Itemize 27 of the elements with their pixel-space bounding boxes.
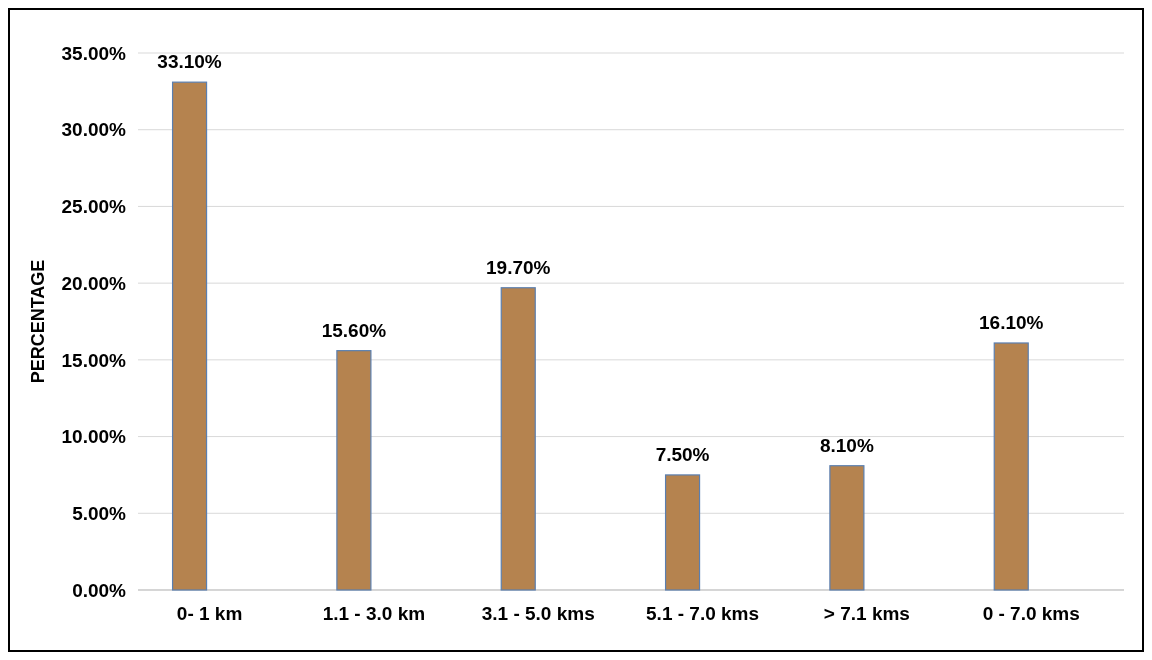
bar (336, 350, 372, 591)
data-label: 8.10% (819, 434, 874, 456)
data-label: 33.10% (157, 51, 222, 73)
y-tick-label: 20.00% (61, 272, 127, 294)
bar (829, 465, 865, 591)
bar (664, 474, 701, 591)
data-label: 7.50% (655, 443, 710, 465)
y-tick-label: 0.00% (72, 579, 127, 601)
data-label: 15.60% (321, 319, 387, 341)
bar (993, 342, 1029, 591)
x-tick-label: 1.1 - 3.0 km (322, 603, 426, 624)
x-tick-label: 5.1 - 7.0 kms (646, 603, 760, 624)
bar (171, 81, 208, 591)
y-tick-label: 15.00% (61, 349, 127, 371)
data-label: 19.70% (486, 256, 551, 278)
y-tick-label: 35.00% (61, 42, 127, 64)
bar (500, 287, 536, 591)
y-tick-label: 5.00% (72, 502, 127, 524)
x-tick-label: 3.1 - 5.0 kms (481, 603, 595, 624)
x-tick-label: > 7.1 kms (823, 603, 910, 624)
y-tick-label: 25.00% (61, 196, 127, 218)
x-tick-label: 0- 1 km (176, 603, 243, 624)
x-tick-label: 0 - 7.0 kms (982, 603, 1080, 624)
y-tick-label: 30.00% (61, 119, 127, 141)
y-tick-label: 10.00% (61, 426, 127, 448)
data-label: 16.10% (979, 311, 1044, 333)
y-axis-title: PERCENTAGE (28, 259, 48, 384)
